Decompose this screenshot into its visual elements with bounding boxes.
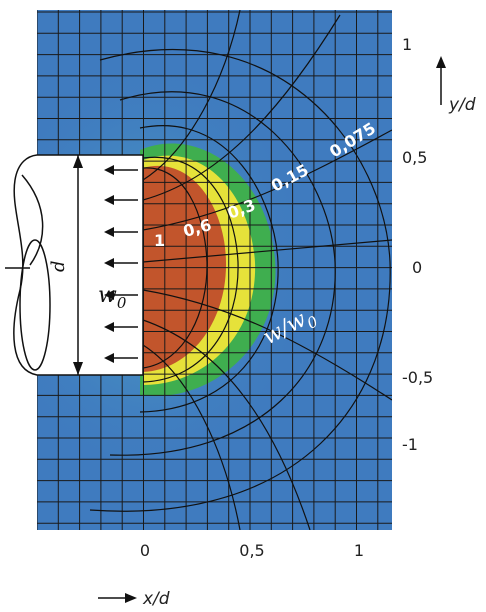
dimension-label: d [48, 260, 69, 272]
contour-lines [89, 10, 392, 530]
contour-line-0-15 [109, 91, 336, 456]
velocity-arrow-head [104, 165, 114, 175]
source-label-subscript: 0 [117, 294, 127, 312]
y-tick-label: -0,5 [402, 368, 433, 387]
x-tick-label: 0,5 [239, 541, 264, 560]
x-axis-label-group: x/d [98, 589, 170, 609]
velocity-arrow-head [104, 353, 114, 363]
contour-line-0-3 [139, 125, 279, 413]
velocity-arrow-head [104, 227, 114, 237]
velocity-arrow-head [104, 290, 114, 300]
cylinder-source [5, 154, 144, 376]
dimension-arrow-top [73, 155, 83, 168]
source-label-main: w [98, 283, 117, 308]
contour-line-0-075 [89, 48, 391, 512]
y-tick-label: 1 [402, 35, 412, 54]
svg-text:w0: w0 [98, 283, 127, 312]
x-axis-ticks: 0 0,5 1 [140, 541, 364, 560]
velocity-arrow-head [104, 258, 114, 268]
x-axis-label: x/d [142, 589, 170, 609]
field-red-zone [143, 165, 227, 372]
y-axis-ticks: 1 0,5 0 -0,5 -1 [402, 35, 433, 454]
cylinder-cut-curve [21, 174, 44, 266]
contour-label-1: 1 [154, 231, 165, 250]
velocity-arrow-head [104, 322, 114, 332]
cylinder-end-ellipse [19, 239, 51, 371]
y-axis-label-group: y/d [436, 56, 476, 115]
y-tick-label: 0 [412, 258, 422, 277]
y-axis-label: y/d [448, 95, 476, 115]
field-line-2 [142, 129, 392, 231]
field-line-4 [142, 10, 241, 181]
contour-line-1 [142, 167, 208, 369]
field-line-5 [142, 289, 392, 401]
y-tick-label: -1 [402, 435, 418, 454]
velocity-arrows [104, 165, 138, 363]
x-tick-label: 0 [140, 541, 150, 560]
field-green-zone [140, 143, 276, 397]
y-axis-arrowhead [436, 56, 446, 68]
x-tick-label: 1 [354, 541, 364, 560]
field-line-7 [142, 344, 241, 530]
field-yellow-zone [143, 155, 256, 385]
field-line-6 [142, 319, 311, 530]
contour-line-0-6 [142, 156, 239, 383]
field-line-3 [142, 14, 341, 201]
dimension-arrow-bottom [73, 362, 83, 375]
y-tick-label: 0,5 [402, 148, 427, 167]
field-line-1 [142, 239, 392, 263]
velocity-arrow-head [104, 195, 114, 205]
x-axis-arrowhead [125, 593, 137, 603]
